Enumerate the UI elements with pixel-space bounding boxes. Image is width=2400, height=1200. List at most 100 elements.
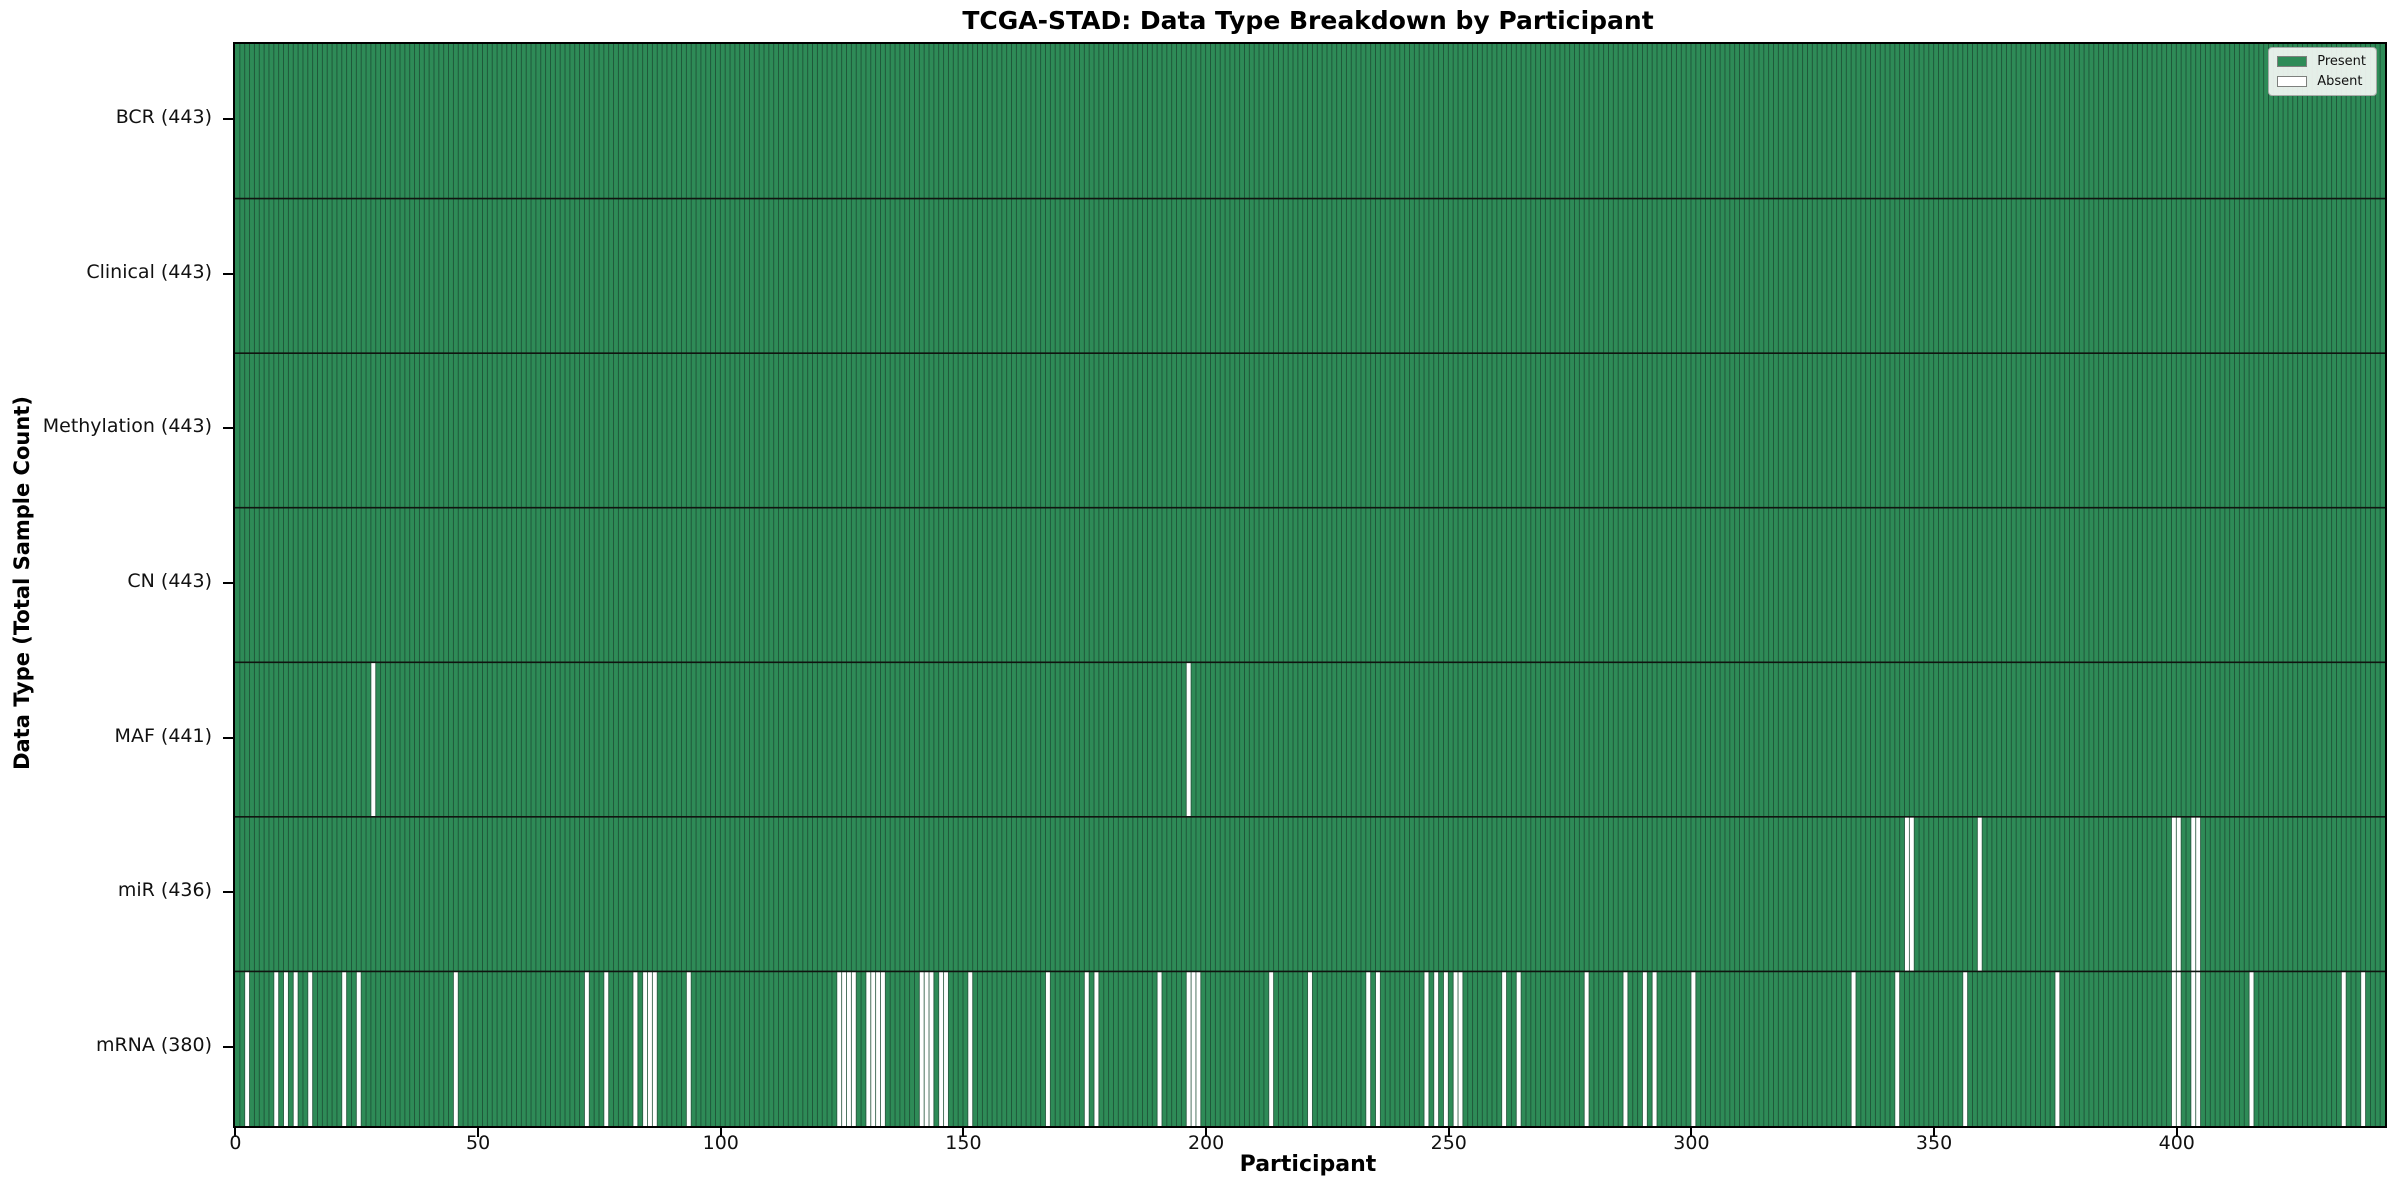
xtick-label-250: 250: [1430, 1132, 1467, 1154]
absent-cell: [1094, 971, 1099, 1126]
ytick-label-maf: MAF (441): [114, 724, 212, 747]
absent-cell: [2171, 971, 2177, 1126]
absent-cell: [2249, 971, 2254, 1126]
absent-cell: [647, 971, 653, 1126]
legend-label: Absent: [2317, 74, 2363, 89]
absent-cell: [967, 971, 973, 1126]
absent-cell: [1186, 662, 1192, 817]
absent-cell: [1904, 816, 1910, 972]
absent-cell: [1268, 971, 1274, 1126]
absent-cell: [2341, 971, 2347, 1126]
chart-title: TCGA-STAD: Data Type Breakdown by Partic…: [962, 6, 1654, 35]
absent-cell: [1443, 971, 1449, 1126]
ytick-label-bcr: BCR (443): [115, 106, 212, 129]
absent-cell: [870, 971, 876, 1126]
absent-cell: [1690, 971, 1696, 1126]
absent-cell: [293, 971, 299, 1126]
ytick-mark: [223, 118, 233, 121]
ytick-mark: [223, 1045, 233, 1048]
absent-cell: [1424, 971, 1429, 1126]
absent-cell: [2171, 816, 2177, 972]
xtick-mark: [2175, 1128, 2178, 1137]
absent-cell: [1191, 971, 1196, 1126]
xtick-mark: [1447, 1128, 1450, 1137]
legend-swatch-present: [2277, 56, 2308, 67]
absent-cell: [686, 971, 692, 1126]
absent-cell: [1084, 971, 1090, 1126]
xtick-label-100: 100: [702, 1132, 739, 1154]
absent-cell: [846, 971, 852, 1126]
absent-cell: [1433, 971, 1439, 1126]
absent-cell: [924, 971, 930, 1126]
absent-cell: [1642, 971, 1648, 1126]
absent-cell: [851, 971, 857, 1126]
ytick-mark: [223, 427, 233, 430]
absent-cell: [1584, 971, 1590, 1126]
absent-cell: [2190, 971, 2196, 1126]
ytick-label-cn: CN (443): [127, 570, 212, 592]
absent-cell: [2195, 971, 2201, 1126]
xtick-label-50: 50: [465, 1132, 491, 1154]
absent-cell: [929, 971, 934, 1126]
absent-cell: [1307, 971, 1313, 1126]
absent-cell: [2195, 816, 2201, 972]
absent-cell: [943, 971, 949, 1126]
xtick-label-150: 150: [945, 1132, 982, 1154]
absent-cell: [1623, 971, 1628, 1126]
absent-cell: [1453, 971, 1459, 1126]
absent-cell: [652, 971, 658, 1126]
legend-label: Present: [2317, 54, 2366, 69]
xtick-mark: [719, 1128, 722, 1137]
absent-cell: [356, 971, 362, 1126]
xtick-label-350: 350: [1915, 1132, 1953, 1154]
absent-cell: [1977, 816, 1983, 972]
absent-cell: [370, 662, 376, 817]
x-axis-label: Participant: [1239, 1152, 1377, 1177]
legend-item-absent: Absent: [2277, 74, 2366, 89]
absent-cell: [1186, 971, 1192, 1126]
absent-cell: [1458, 971, 1463, 1126]
xtick-label-0: 0: [229, 1132, 242, 1154]
absent-cell: [1375, 971, 1381, 1126]
absent-cell: [836, 971, 842, 1126]
ytick-mark: [223, 736, 233, 739]
absent-cell: [273, 971, 279, 1126]
absent-cell: [2360, 971, 2366, 1126]
absent-cell: [938, 971, 944, 1126]
absent-cell: [875, 971, 881, 1126]
absent-cell: [1516, 971, 1522, 1126]
absent-cell: [2176, 971, 2182, 1126]
xtick-label-400: 400: [2158, 1132, 2195, 1154]
ytick-label-mrna: mRNA (380): [95, 1033, 212, 1056]
absent-cell: [1157, 971, 1162, 1126]
absent-cell: [1501, 971, 1507, 1126]
absent-cell: [2176, 816, 2182, 972]
ytick-label-methylation: Methylation (443): [42, 415, 212, 438]
legend: Present Absent: [2268, 47, 2377, 96]
absent-cell: [1045, 971, 1051, 1126]
absent-cell: [2054, 971, 2060, 1126]
ytick-mark: [223, 891, 233, 894]
plot-area: [233, 42, 2387, 1128]
bar-edges: [239, 44, 2381, 1126]
absent-cell: [880, 971, 886, 1126]
absent-cell: [603, 971, 609, 1126]
absent-cell: [1894, 971, 1900, 1126]
absent-cell: [632, 971, 638, 1126]
heatmap-svg: [235, 44, 2385, 1126]
xtick-mark: [1205, 1128, 1208, 1137]
xtick-label-200: 200: [1187, 1132, 1225, 1154]
absent-cell: [919, 971, 925, 1126]
legend-swatch-absent: [2277, 76, 2308, 87]
xtick-mark: [234, 1128, 237, 1137]
xtick-label-300: 300: [1673, 1132, 1710, 1154]
present-background: [235, 44, 2385, 1126]
absent-cell: [865, 971, 871, 1126]
absent-cell: [244, 971, 250, 1126]
xtick-mark: [1933, 1128, 1936, 1137]
xtick-mark: [477, 1128, 480, 1137]
absent-cell: [1962, 971, 1968, 1126]
absent-cell: [584, 971, 590, 1126]
xtick-mark: [962, 1128, 965, 1137]
